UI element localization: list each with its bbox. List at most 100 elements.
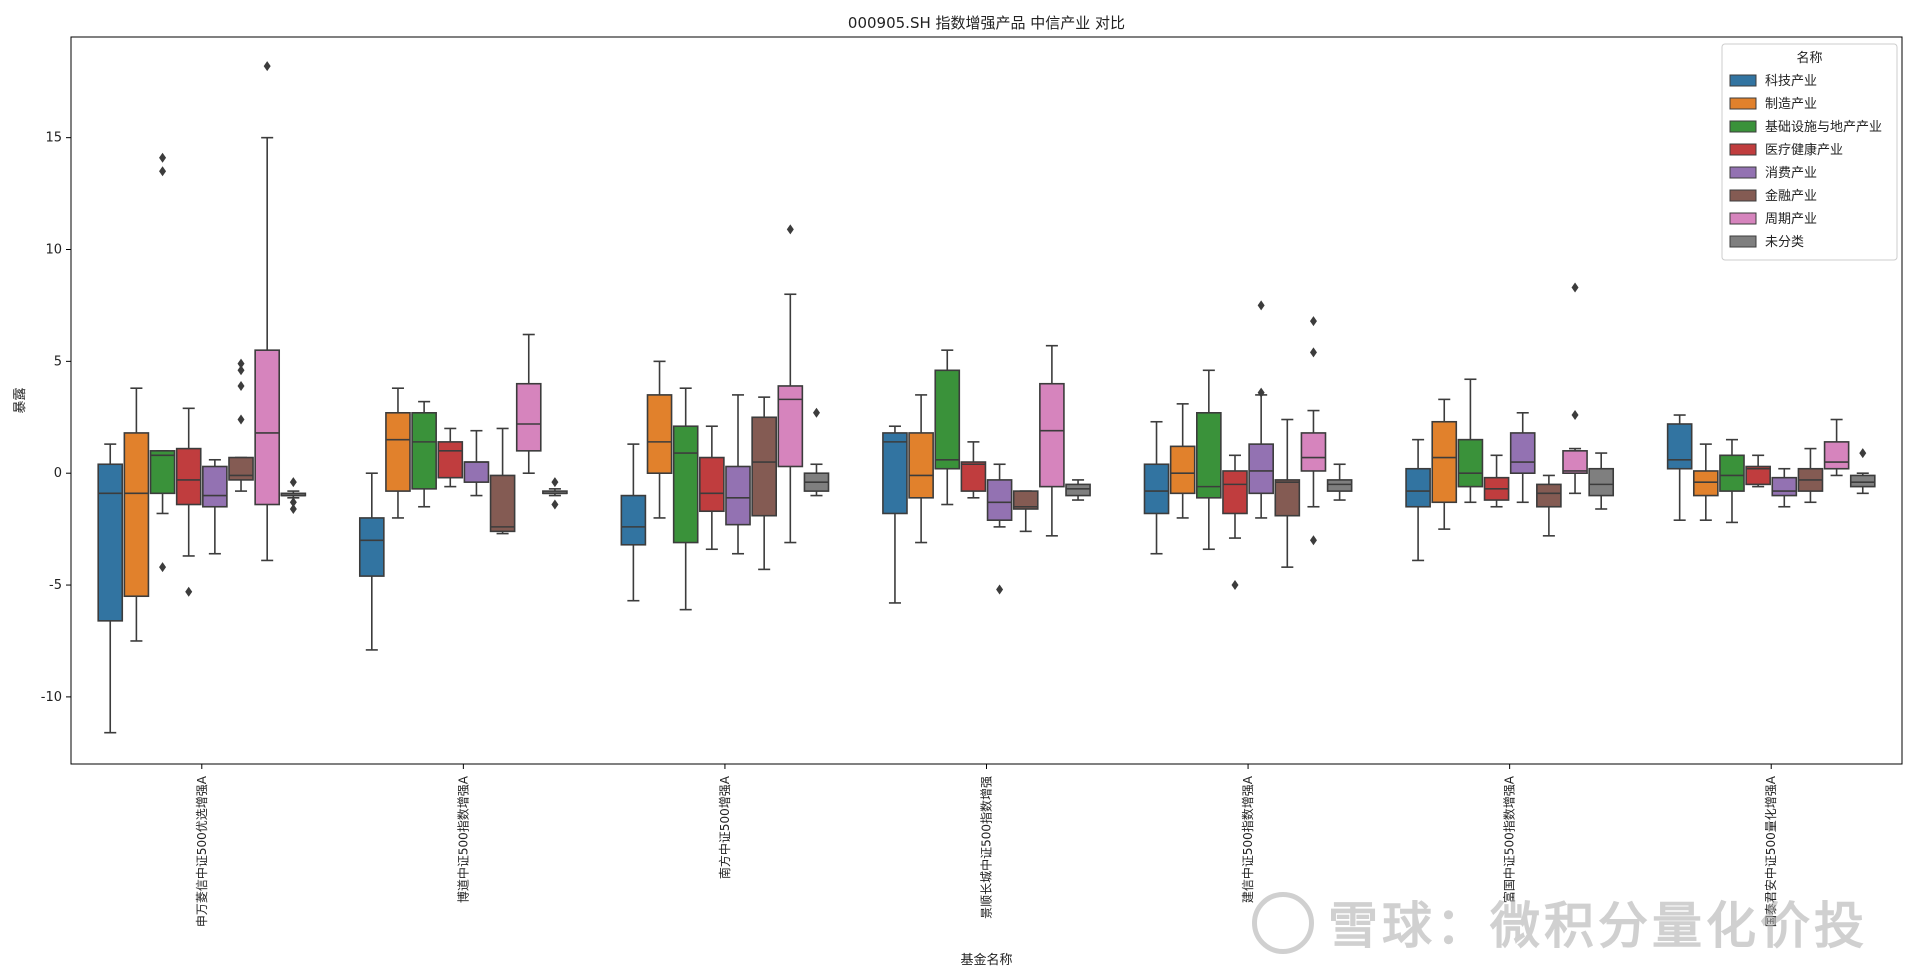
box-body	[175, 447, 202, 506]
box-body	[1823, 441, 1850, 470]
legend-title: 名称	[1796, 50, 1822, 66]
legend-entry: 未分类	[1765, 235, 1804, 250]
legend-entry: 科技产业	[1765, 74, 1817, 89]
box-6-2	[489, 427, 516, 535]
box-body	[1745, 465, 1771, 486]
box-7-2	[515, 333, 542, 475]
box-body	[1457, 438, 1484, 488]
box-body	[1588, 467, 1615, 497]
legend-swatch	[1729, 97, 1757, 110]
box-body	[882, 432, 908, 515]
box-3-6	[1457, 378, 1484, 504]
box-body	[254, 349, 281, 506]
box-2-3	[646, 360, 673, 519]
box-7-7	[1823, 418, 1850, 477]
box-3-1	[149, 152, 176, 573]
box-2-5	[1169, 403, 1196, 519]
box-body	[908, 432, 934, 499]
legend-swatch	[1729, 120, 1757, 133]
box-4-2	[437, 427, 464, 488]
legend-swatch	[1729, 235, 1757, 248]
box-body	[1692, 470, 1719, 497]
box-body	[149, 450, 176, 495]
box-body	[1536, 483, 1562, 508]
box-body	[1562, 450, 1588, 475]
box-body	[489, 474, 516, 533]
outlier-point	[1257, 300, 1265, 311]
box-body	[1196, 412, 1222, 499]
box-1-2	[358, 472, 385, 651]
legend-entry: 消费产业	[1765, 166, 1817, 181]
outlier-point	[1257, 387, 1265, 398]
box-body	[1012, 490, 1039, 510]
outlier-point	[185, 586, 193, 597]
y-tick-label: -5	[49, 578, 62, 593]
box-2-7	[1692, 443, 1719, 521]
box-2-4	[908, 394, 934, 544]
legend-swatch	[1729, 189, 1757, 202]
outlier-point	[237, 365, 245, 376]
box-body	[646, 394, 673, 474]
legend-swatch	[1729, 212, 1757, 225]
box-8-1	[280, 477, 307, 514]
box-body	[934, 369, 961, 470]
outlier-point	[159, 562, 167, 573]
box-4-4	[960, 441, 987, 499]
outlier-point	[159, 166, 167, 177]
legend-swatch	[1729, 74, 1757, 87]
outlier-point	[1571, 282, 1579, 293]
outlier-point	[1309, 347, 1317, 358]
box-body	[1431, 420, 1458, 504]
legend-entry: 制造产业	[1765, 97, 1817, 112]
box-1-6	[1405, 438, 1431, 562]
box-body	[699, 456, 725, 513]
outlier-point	[1231, 580, 1239, 591]
box-1-4	[882, 425, 908, 604]
outlier-point	[263, 61, 271, 72]
box-body	[986, 479, 1013, 521]
box-body	[1666, 423, 1693, 470]
watermark-text: 雪球：微积分量化价投	[1328, 896, 1868, 955]
outlier-point	[1571, 410, 1579, 421]
box-5-2	[463, 429, 490, 497]
outlier-point	[237, 358, 245, 369]
box-5-3	[725, 394, 751, 555]
box-body	[1849, 474, 1876, 488]
box-6-4	[1012, 490, 1039, 533]
box-body	[1509, 432, 1536, 475]
y-axis-label: 暴露	[13, 387, 28, 413]
outlier-point	[812, 407, 820, 418]
x-tick-label: 南方中证500增强A	[717, 775, 732, 879]
box-5-6	[1509, 412, 1536, 504]
legend-box	[1721, 43, 1898, 261]
box-body	[515, 382, 542, 452]
outlier-point	[289, 503, 297, 514]
box-8-4	[1065, 479, 1091, 501]
outlier-point	[289, 477, 297, 488]
box-4-5	[1222, 454, 1248, 591]
box-body	[97, 463, 124, 622]
box-2-2	[385, 387, 411, 519]
box-body	[672, 425, 699, 544]
box-3-7	[1719, 438, 1745, 524]
box-6-7	[1797, 447, 1824, 504]
box-body	[777, 385, 804, 468]
box-body	[1300, 432, 1327, 472]
axes-frame	[70, 36, 1903, 765]
box-body	[411, 412, 437, 490]
box-body	[463, 461, 490, 483]
outlier-point	[237, 414, 245, 425]
box-2-1	[123, 387, 150, 642]
outlier-point	[786, 224, 794, 235]
box-7-1	[254, 61, 281, 562]
box-3-4	[934, 349, 961, 506]
outlier-point	[1859, 448, 1867, 459]
legend-entry: 医疗健康产业	[1765, 142, 1843, 158]
legend-swatch	[1729, 166, 1757, 179]
box-body	[202, 465, 228, 508]
box-1-3	[620, 443, 647, 602]
outlier-point	[551, 477, 559, 488]
outlier-point	[551, 499, 559, 510]
